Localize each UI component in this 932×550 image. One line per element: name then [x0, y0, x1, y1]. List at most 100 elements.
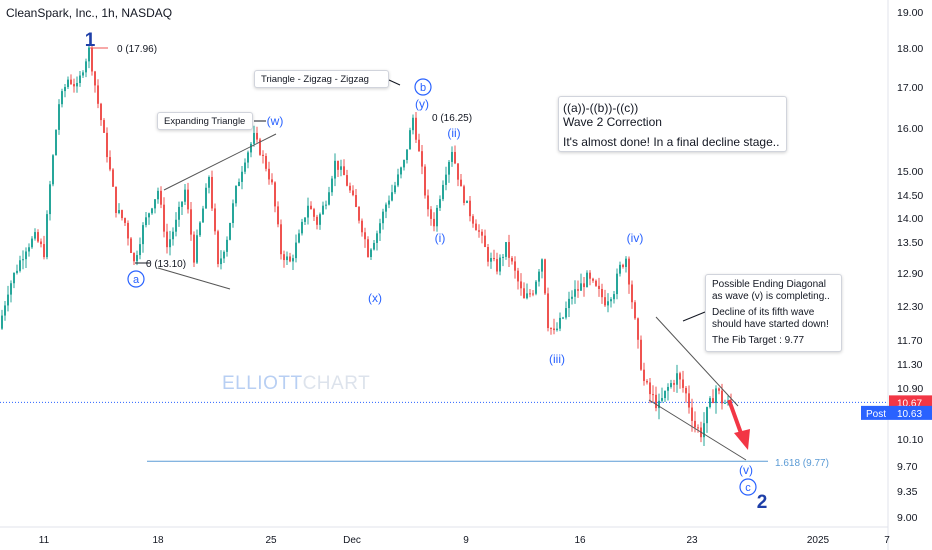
candle-body: [382, 211, 384, 224]
expanding-triangle-note[interactable]: Expanding Triangle: [157, 112, 253, 130]
ending-diagonal-note[interactable]: Possible Ending Diagonal as wave (v) is …: [705, 274, 842, 352]
wave-c-label: c: [745, 482, 751, 494]
candle-body: [685, 387, 687, 394]
candle-body: [496, 259, 498, 272]
candle-body: [10, 283, 12, 295]
candle-body: [499, 257, 501, 272]
candle-body: [169, 239, 171, 248]
candle-body: [604, 297, 606, 306]
candle-body: [379, 223, 381, 234]
candle-body: [574, 289, 576, 297]
triangle-zigzag-note[interactable]: Triangle - Zigzag - Zigzag: [254, 70, 389, 88]
candle-body: [505, 242, 507, 257]
price-tick-label: 15.00: [897, 166, 923, 178]
candle-body: [430, 209, 432, 219]
note-line-3: It's almost done! In a final decline sta…: [563, 135, 780, 149]
candle-body: [82, 72, 84, 76]
candle-body: [652, 394, 654, 396]
candle-body: [556, 328, 558, 331]
candle-body: [190, 209, 192, 235]
candle-body: [643, 369, 645, 381]
candle-body: [490, 258, 492, 262]
watermark-elliott: ELLIOTT: [222, 373, 303, 394]
candle-body: [583, 283, 585, 288]
candle-body: [709, 398, 711, 408]
candle-body: [28, 247, 30, 252]
candle-body: [118, 210, 120, 214]
candle-body: [301, 221, 303, 234]
candle-body: [163, 204, 165, 232]
candle-body: [568, 298, 570, 309]
candle-body: [286, 256, 288, 261]
candle-body: [115, 186, 117, 214]
candle-body: [283, 254, 285, 261]
wave-overlays: 1 0 (17.96) 0 (13.10) a (w) (x) b (y)0 (16.25) (…: [85, 30, 829, 513]
candle-body: [133, 253, 135, 262]
candle-body: [127, 222, 129, 239]
candle-body: [253, 132, 255, 144]
candle-body: [673, 383, 675, 385]
wave-v-label: (v): [739, 463, 753, 477]
candle-body: [259, 139, 261, 155]
candle-body: [13, 272, 15, 284]
fib-target-label: 1.618 (9.77): [775, 458, 829, 469]
candle-body: [667, 386, 669, 391]
wave-c-circle: [739, 478, 757, 496]
price-tick-label: 10.10: [897, 434, 923, 446]
candle-body: [637, 318, 639, 340]
candle-body: [241, 171, 243, 182]
candle-body: [328, 192, 330, 205]
candle-body: [181, 201, 183, 207]
candle-body: [238, 181, 240, 186]
time-tick-label: 18: [152, 535, 164, 546]
candle-body: [607, 301, 609, 306]
candle-body: [514, 261, 516, 271]
watermark-chart: CHART: [302, 373, 371, 394]
candle-body: [694, 420, 696, 428]
candle-body: [631, 284, 633, 303]
time-tick-label: 23: [686, 535, 698, 546]
candle-body: [712, 398, 714, 403]
candle-body: [208, 176, 210, 188]
diag-line-2: as wave (v) is completing..: [712, 290, 830, 302]
candle-body: [436, 207, 438, 227]
candle-body: [79, 75, 81, 83]
price-tick-label: 9.00: [897, 512, 918, 524]
candle-body: [628, 258, 630, 285]
candle-body: [460, 179, 462, 187]
diagonal-lower: [648, 399, 747, 461]
candle-body: [469, 200, 471, 217]
candle-body: [235, 185, 237, 204]
candle-body: [655, 394, 657, 409]
candle-body: [352, 190, 354, 196]
candle-body: [214, 208, 216, 232]
candle-body: [178, 206, 180, 220]
candle-body: [343, 166, 345, 176]
candle-body: [166, 231, 168, 248]
post-price-text: 10.63: [897, 409, 922, 420]
wave-iv-label: (iv): [627, 231, 644, 245]
price-tick-label: 11.30: [897, 359, 923, 371]
candle-body: [199, 222, 201, 236]
candle-body: [211, 176, 213, 209]
price-tick-label: 18.00: [897, 43, 923, 55]
price-tick-label: 13.50: [897, 237, 923, 249]
candle-body: [154, 199, 156, 209]
candle-body: [370, 249, 372, 258]
candle-body: [244, 162, 246, 172]
candle-body: [724, 402, 726, 404]
candle-body: [550, 328, 552, 330]
expanding-triangle-upper: [163, 133, 277, 191]
candle-body: [619, 264, 621, 274]
wave2-correction-note[interactable]: ((a))-((b))-((c)) Wave 2 Correction It's…: [558, 96, 787, 152]
candle-body: [31, 238, 33, 248]
candle-body: [40, 241, 42, 245]
watermark: ELLIOTTCHART: [222, 373, 370, 395]
candle-body: [97, 85, 99, 104]
wave-ii-label: (ii): [447, 126, 460, 140]
candle-body: [412, 117, 414, 131]
candle-body: [523, 288, 525, 299]
candle-body: [427, 195, 429, 210]
